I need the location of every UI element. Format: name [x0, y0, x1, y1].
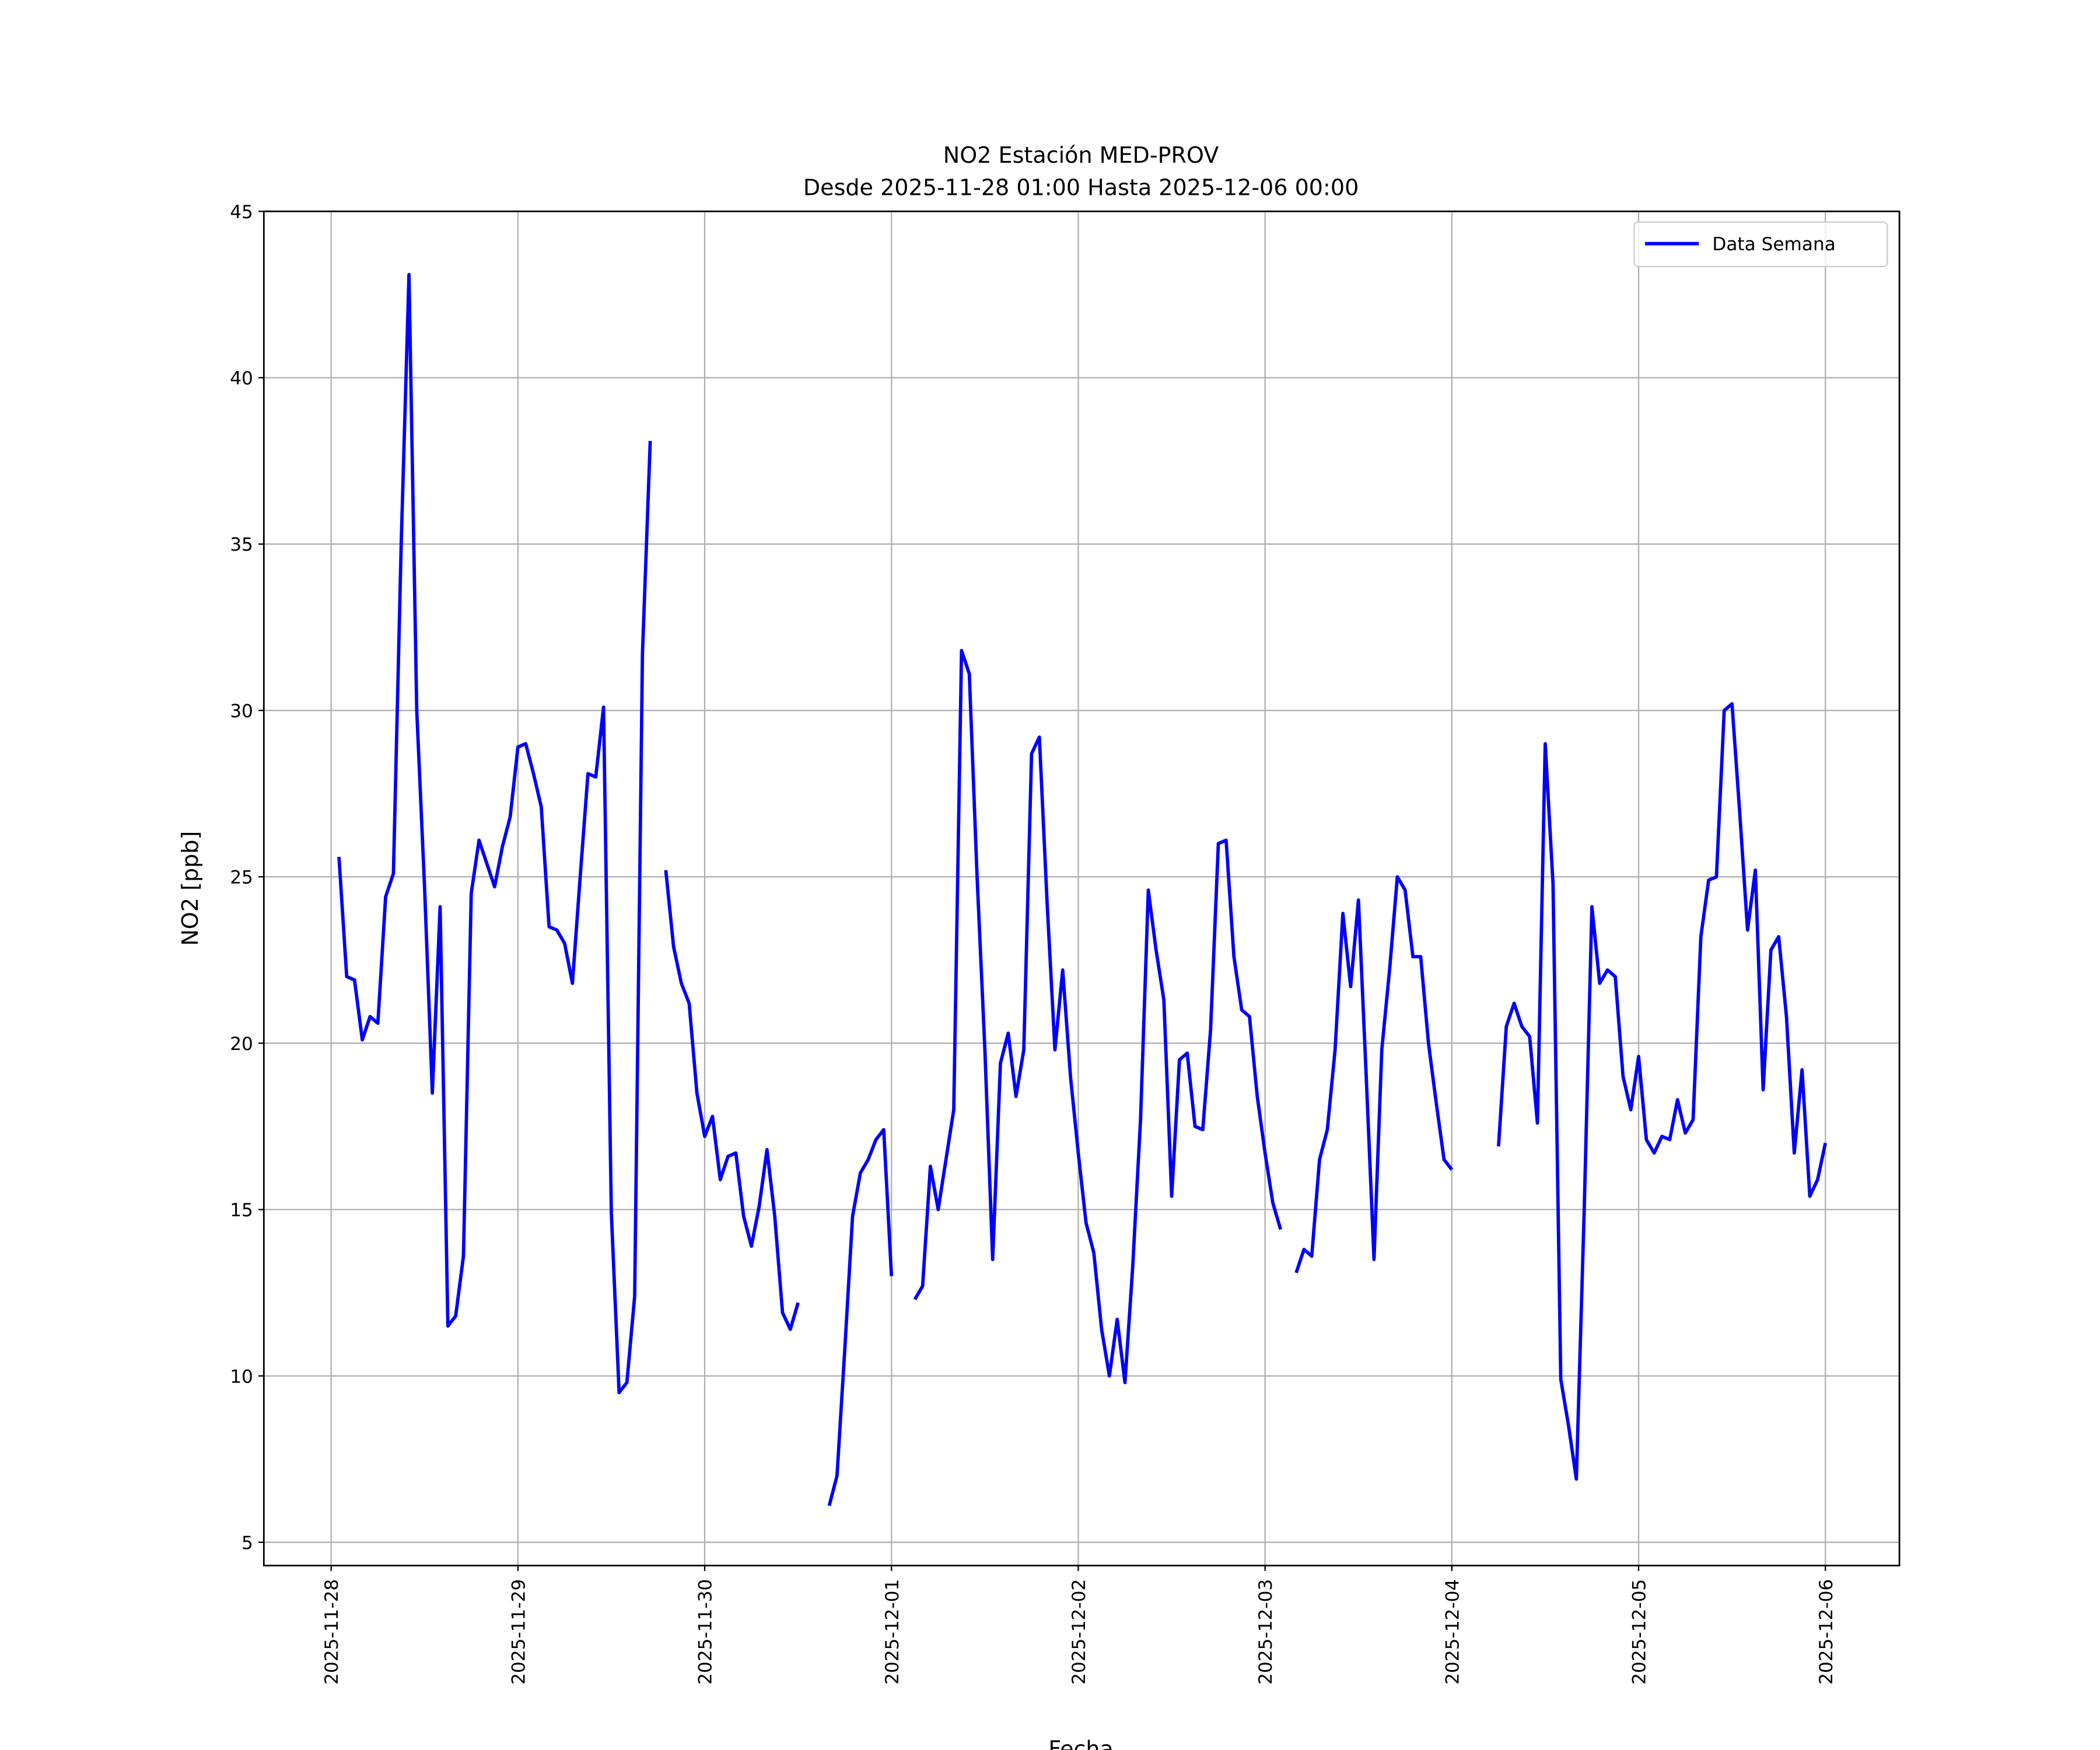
y-tick-label: 25 [230, 867, 253, 888]
grid-lines [264, 211, 1900, 1566]
x-tick-label: 2025-11-30 [695, 1579, 716, 1685]
y-axis-ticks: 5 10 15 20 25 30 35 40 45 [230, 202, 264, 1553]
plot-frame [262, 210, 1901, 1567]
x-tick-label: 2025-12-06 [1816, 1579, 1837, 1685]
series-layer [337, 272, 1828, 1506]
x-tick-label: 2025-11-29 [508, 1579, 529, 1685]
y-tick-label: 35 [230, 534, 253, 555]
y-axis-label: NO2 [ppb] [177, 831, 203, 946]
y-tick-label: 10 [230, 1366, 253, 1387]
legend: Data Semana [1633, 221, 1888, 268]
legend-box [1633, 221, 1888, 268]
y-tick-label: 5 [242, 1532, 253, 1553]
x-tick-label: 2025-12-03 [1255, 1579, 1276, 1685]
y-tick-label: 20 [230, 1034, 253, 1055]
y-tick-label: 40 [230, 368, 253, 389]
x-axis-ticks: 2025-11-28 2025-11-29 2025-11-30 2025-12-01… [321, 1565, 1837, 1685]
chart-title-line-1: NO2 Estación MED-PROV [943, 142, 1219, 168]
x-tick-label: 2025-12-04 [1442, 1579, 1463, 1685]
y-tick-label: 30 [230, 701, 253, 722]
x-tick-label: 2025-12-01 [882, 1579, 903, 1685]
y-tick-label: 45 [230, 202, 253, 223]
series-line-data-semana [337, 272, 1828, 1506]
x-tick-label: 2025-12-02 [1069, 1579, 1090, 1685]
x-axis-label: Fecha [1048, 1737, 1114, 1750]
y-tick-label: 15 [230, 1200, 253, 1221]
legend-label: Data Semana [1712, 234, 1835, 255]
x-tick-label: 2025-11-28 [321, 1579, 342, 1685]
x-tick-label: 2025-12-05 [1629, 1579, 1650, 1685]
chart-title-line-2: Desde 2025-11-28 01:00 Hasta 2025-12-06 … [803, 175, 1359, 201]
